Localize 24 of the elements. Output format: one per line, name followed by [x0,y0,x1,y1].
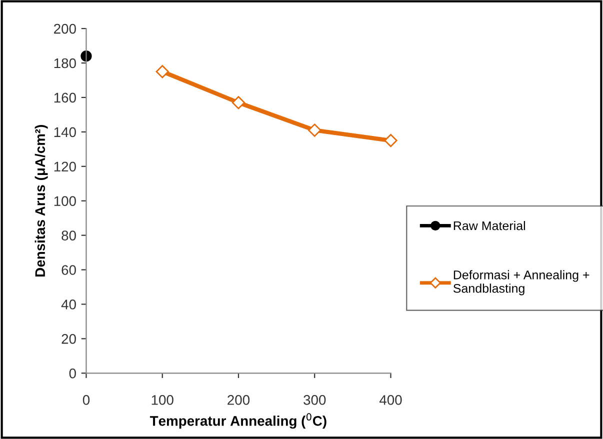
y-tick-label: 0 [69,368,76,378]
y-axis-title: Densitas Arus (μA/cm²) [34,124,48,276]
y-tick-label: 40 [61,300,76,310]
y-tick-label: 80 [62,230,76,240]
legend-label: Deformasi + Annealing + Sandblasting [453,270,590,296]
y-tick-label: 60 [62,265,76,275]
y-tick-label: 160 [54,92,76,103]
y-tick-label: 100 [54,196,76,206]
y-tick-label: 200 [54,24,76,34]
y-tick-label: 20 [62,334,76,344]
point [384,134,398,148]
x-tick-label: 0 [82,395,90,405]
legend-label: Raw Material [454,220,525,230]
y-tick-label: 120 [54,162,76,172]
x-tick-label: 100 [152,395,174,405]
x-axis-title: Temperatur Annealing ($^{0}$C) [150,413,326,429]
point [308,124,322,137]
y-tick-label: 180 [54,58,76,68]
x-tick-label: 300 [304,395,326,405]
x-tick-label: 400 [379,395,402,405]
point [156,65,169,78]
x-tick-label: 200 [228,395,250,405]
point [232,96,246,110]
y-tick-label: 140 [54,127,76,138]
